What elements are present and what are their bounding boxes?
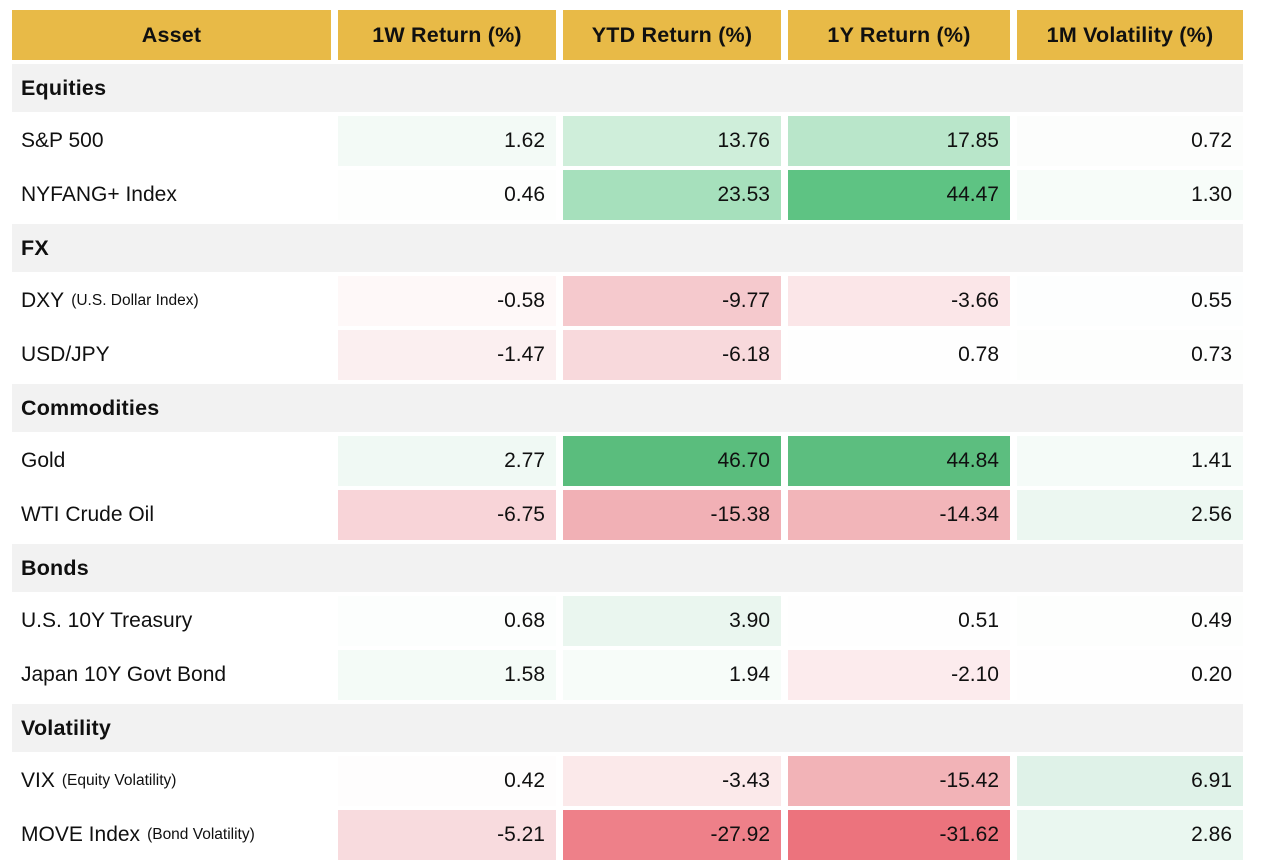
asset-name-cell: MOVE Index (Bond Volatility)	[12, 810, 331, 860]
asset-name-cell: VIX (Equity Volatility)	[12, 756, 331, 806]
asset-heatmap-table: Asset 1W Return (%) YTD Return (%) 1Y Re…	[12, 10, 1243, 860]
asset-name: Gold	[21, 449, 66, 472]
asset-name-cell: S&P 500	[12, 116, 331, 166]
value-cell: -6.75	[338, 490, 556, 540]
value-cell: -9.77	[563, 276, 781, 326]
value-cell: 17.85	[788, 116, 1010, 166]
asset-name: MOVE Index	[21, 823, 141, 846]
section-header-commodities: Commodities	[12, 384, 1243, 432]
section-header-bonds: Bonds	[12, 544, 1243, 592]
asset-name-cell: NYFANG+ Index	[12, 170, 331, 220]
value-cell: 0.42	[338, 756, 556, 806]
value-cell: 0.78	[788, 330, 1010, 380]
value-cell: -3.43	[563, 756, 781, 806]
asset-note: (Equity Volatility)	[61, 772, 177, 789]
value-cell: 0.51	[788, 596, 1010, 646]
value-cell: 1.62	[338, 116, 556, 166]
value-cell: -15.38	[563, 490, 781, 540]
asset-note: (U.S. Dollar Index)	[71, 292, 199, 309]
value-cell: 0.46	[338, 170, 556, 220]
asset-name: Japan 10Y Govt Bond	[21, 663, 227, 686]
value-cell: 2.56	[1017, 490, 1243, 540]
column-header-1w-return: 1W Return (%)	[338, 10, 556, 60]
value-cell: 3.90	[563, 596, 781, 646]
value-cell: 0.72	[1017, 116, 1243, 166]
asset-name-cell: USD/JPY	[12, 330, 331, 380]
value-cell: 44.84	[788, 436, 1010, 486]
value-cell: -31.62	[788, 810, 1010, 860]
value-cell: -0.58	[338, 276, 556, 326]
section-header-fx: FX	[12, 224, 1243, 272]
value-cell: 6.91	[1017, 756, 1243, 806]
value-cell: 0.73	[1017, 330, 1243, 380]
value-cell: -15.42	[788, 756, 1010, 806]
value-cell: -27.92	[563, 810, 781, 860]
column-header-asset: Asset	[12, 10, 331, 60]
value-cell: -3.66	[788, 276, 1010, 326]
value-cell: 1.41	[1017, 436, 1243, 486]
asset-name: DXY	[21, 289, 65, 312]
asset-name: WTI Crude Oil	[21, 503, 155, 526]
asset-name-cell: Japan 10Y Govt Bond	[12, 650, 331, 700]
value-cell: 1.30	[1017, 170, 1243, 220]
asset-name: VIX	[21, 769, 55, 792]
value-cell: -14.34	[788, 490, 1010, 540]
value-cell: -2.10	[788, 650, 1010, 700]
asset-note: (Bond Volatility)	[147, 826, 255, 843]
value-cell: 2.86	[1017, 810, 1243, 860]
value-cell: 1.94	[563, 650, 781, 700]
asset-name: U.S. 10Y Treasury	[21, 609, 193, 632]
value-cell: 23.53	[563, 170, 781, 220]
asset-name-cell: DXY (U.S. Dollar Index)	[12, 276, 331, 326]
asset-name-cell: U.S. 10Y Treasury	[12, 596, 331, 646]
asset-name-cell: WTI Crude Oil	[12, 490, 331, 540]
value-cell: -6.18	[563, 330, 781, 380]
value-cell: 0.55	[1017, 276, 1243, 326]
value-cell: 0.20	[1017, 650, 1243, 700]
value-cell: 0.68	[338, 596, 556, 646]
value-cell: 1.58	[338, 650, 556, 700]
asset-name: USD/JPY	[21, 343, 110, 366]
value-cell: 46.70	[563, 436, 781, 486]
value-cell: 2.77	[338, 436, 556, 486]
value-cell: 13.76	[563, 116, 781, 166]
column-header-ytd-return: YTD Return (%)	[563, 10, 781, 60]
column-header-1y-return: 1Y Return (%)	[788, 10, 1010, 60]
value-cell: -5.21	[338, 810, 556, 860]
section-header-equities: Equities	[12, 64, 1243, 112]
asset-name: NYFANG+ Index	[21, 183, 177, 206]
column-header-1m-volatility: 1M Volatility (%)	[1017, 10, 1243, 60]
value-cell: 0.49	[1017, 596, 1243, 646]
asset-name: S&P 500	[21, 129, 104, 152]
asset-name-cell: Gold	[12, 436, 331, 486]
value-cell: 44.47	[788, 170, 1010, 220]
value-cell: -1.47	[338, 330, 556, 380]
section-header-volatility: Volatility	[12, 704, 1243, 752]
